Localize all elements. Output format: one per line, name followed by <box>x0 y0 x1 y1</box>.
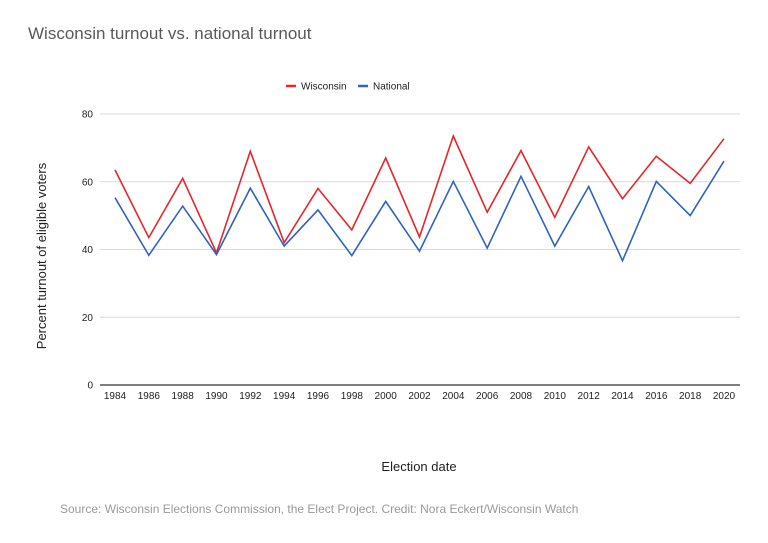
x-tick-label: 2006 <box>476 391 499 402</box>
series-line-national <box>114 160 725 263</box>
y-tick-label: 20 <box>82 313 94 324</box>
y-axis-ticks: 0 20 40 60 80 <box>82 110 94 392</box>
y-tick-label: 60 <box>82 177 94 188</box>
source-note: Source: Wisconsin Elections Commission, … <box>60 502 579 516</box>
grid-lines <box>100 113 740 318</box>
y-tick-label: 0 <box>87 381 93 392</box>
x-tick-label: 2002 <box>408 391 431 402</box>
x-tick-label: 2010 <box>544 391 567 402</box>
x-tick-label: 1994 <box>273 391 296 402</box>
legend-label: Wisconsin <box>301 82 347 93</box>
x-tick-label: 1990 <box>205 391 228 402</box>
x-tick-label: 2016 <box>645 391 668 402</box>
legend-label: National <box>373 82 410 93</box>
legend: Wisconsin National <box>286 82 410 93</box>
x-tick-label: 1986 <box>138 391 161 402</box>
y-axis-title: Percent turnout of eligible voters <box>34 162 49 349</box>
x-tick-label: 2008 <box>510 391 533 402</box>
x-tick-label: 1996 <box>307 391 330 402</box>
legend-item-wisconsin: Wisconsin <box>286 82 347 93</box>
series-lines <box>114 133 725 263</box>
x-tick-label: 2000 <box>375 391 398 402</box>
x-tick-label: 1984 <box>104 391 127 402</box>
x-tick-label: 1998 <box>341 391 364 402</box>
chart-title: Wisconsin turnout vs. national turnout <box>28 24 312 43</box>
x-axis-title: Election date <box>381 459 456 474</box>
y-tick-label: 40 <box>82 245 94 256</box>
x-tick-label: 2018 <box>679 391 702 402</box>
x-tick-label: 2012 <box>578 391 601 402</box>
x-axis-ticks: 1984 1986 1988 1990 1992 1994 1996 1998 2000 2002… <box>104 391 736 402</box>
legend-item-national: National <box>358 82 410 93</box>
x-tick-label: 1992 <box>239 391 262 402</box>
x-tick-label: 2014 <box>611 391 634 402</box>
x-tick-label: 1988 <box>172 391 195 402</box>
y-tick-label: 80 <box>82 110 94 121</box>
x-tick-label: 2004 <box>442 391 465 402</box>
x-tick-label: 2020 <box>713 391 736 402</box>
